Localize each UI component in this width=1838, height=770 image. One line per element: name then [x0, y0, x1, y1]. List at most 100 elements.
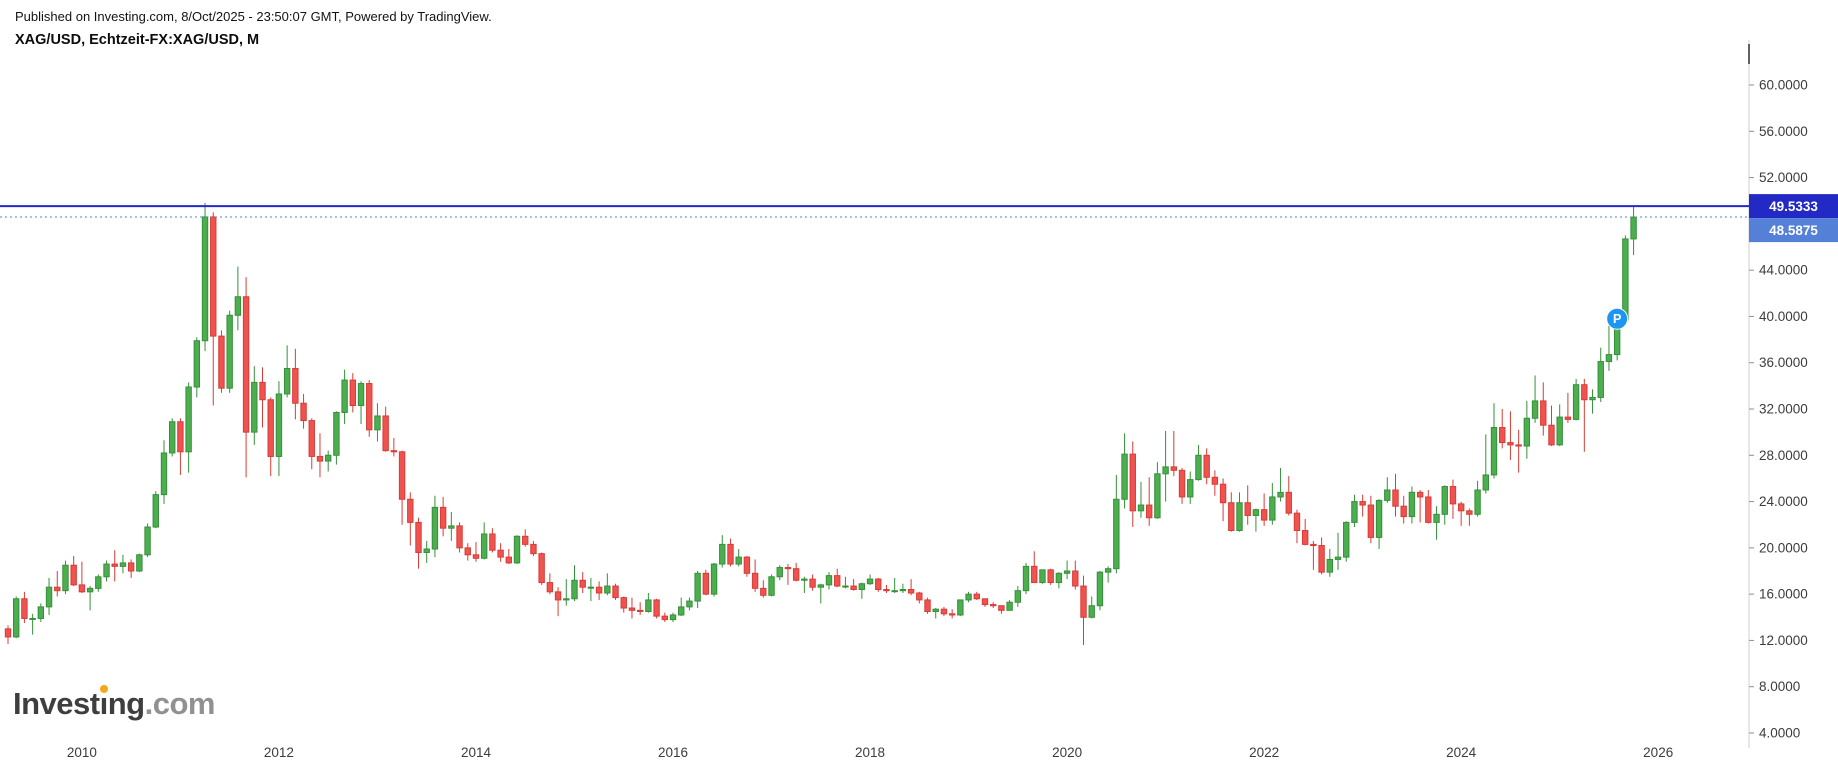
candle[interactable]	[1277, 468, 1284, 502]
candle[interactable]	[628, 597, 636, 619]
candle[interactable]	[694, 570, 701, 609]
candle[interactable]	[423, 540, 430, 563]
candle[interactable]	[1490, 403, 1498, 479]
candle[interactable]	[1104, 566, 1112, 583]
candle[interactable]	[1482, 434, 1489, 494]
candle[interactable]	[981, 598, 989, 607]
candle[interactable]	[456, 522, 463, 553]
candle[interactable]	[160, 440, 168, 504]
candle[interactable]	[136, 553, 143, 573]
candle[interactable]	[1154, 462, 1161, 519]
candle[interactable]	[1507, 411, 1514, 460]
candle[interactable]	[357, 381, 365, 425]
publication-marker[interactable]: P	[1606, 307, 1629, 330]
candle[interactable]	[169, 418, 176, 457]
candle[interactable]	[292, 348, 299, 420]
candle[interactable]	[398, 450, 406, 525]
candle[interactable]	[1244, 485, 1251, 525]
candle[interactable]	[1597, 347, 1604, 403]
candle[interactable]	[571, 565, 578, 602]
candle[interactable]	[1269, 483, 1276, 525]
candle[interactable]	[620, 596, 627, 613]
candle[interactable]	[998, 605, 1005, 614]
candle[interactable]	[1014, 586, 1022, 607]
candle[interactable]	[1145, 477, 1153, 526]
candle[interactable]	[1047, 568, 1054, 585]
candle[interactable]	[1187, 471, 1194, 504]
candle[interactable]	[866, 574, 874, 585]
candle[interactable]	[374, 403, 381, 442]
candle[interactable]	[1006, 599, 1013, 611]
candle[interactable]	[283, 345, 291, 398]
candle[interactable]	[1178, 468, 1186, 504]
time-axis[interactable]: 2010 2012 2014 2016 2018 2020 2022 2024 2026	[67, 745, 1673, 760]
candle[interactable]	[1425, 489, 1432, 524]
candle[interactable]	[21, 591, 28, 624]
candle[interactable]	[1236, 492, 1243, 532]
candle[interactable]	[439, 496, 447, 537]
candle[interactable]	[522, 529, 529, 547]
candle[interactable]	[1441, 485, 1448, 525]
candle[interactable]	[341, 369, 348, 425]
candle[interactable]	[505, 549, 513, 565]
candle[interactable]	[1523, 400, 1531, 459]
candle[interactable]	[54, 570, 61, 597]
candle[interactable]	[990, 602, 997, 609]
candle[interactable]	[1416, 489, 1424, 523]
candle[interactable]	[948, 609, 956, 619]
candle[interactable]	[448, 511, 455, 541]
candle[interactable]	[612, 583, 619, 600]
candle[interactable]	[1113, 474, 1120, 574]
candle[interactable]	[308, 418, 315, 470]
candle[interactable]	[1375, 499, 1383, 550]
candle[interactable]	[653, 598, 660, 619]
candle[interactable]	[1449, 479, 1457, 519]
candle[interactable]	[636, 602, 644, 615]
candle[interactable]	[251, 366, 258, 445]
candle[interactable]	[1548, 405, 1555, 447]
candle[interactable]	[538, 552, 545, 585]
candle[interactable]	[1055, 572, 1063, 589]
candle[interactable]	[686, 597, 693, 611]
candle[interactable]	[210, 212, 217, 406]
candle[interactable]	[407, 492, 414, 546]
candle[interactable]	[727, 538, 734, 567]
candle[interactable]	[4, 625, 12, 644]
candle[interactable]	[1515, 429, 1522, 473]
candle[interactable]	[78, 561, 86, 593]
candle[interactable]	[480, 522, 488, 560]
candle[interactable]	[1129, 441, 1136, 528]
candle[interactable]	[1605, 322, 1613, 371]
candle[interactable]	[201, 203, 209, 352]
candle[interactable]	[678, 597, 685, 617]
candle[interactable]	[275, 381, 283, 477]
candle[interactable]	[349, 373, 357, 413]
candle[interactable]	[37, 603, 45, 622]
candle[interactable]	[957, 599, 964, 617]
candle[interactable]	[267, 397, 274, 477]
candle[interactable]	[95, 574, 102, 592]
candle[interactable]	[234, 266, 242, 331]
candle[interactable]	[932, 608, 939, 619]
candle[interactable]	[1219, 478, 1227, 522]
candle[interactable]	[1466, 508, 1473, 526]
candle[interactable]	[1031, 551, 1038, 584]
candle[interactable]	[776, 565, 783, 581]
candle[interactable]	[1359, 494, 1366, 517]
candle[interactable]	[431, 495, 439, 558]
candle[interactable]	[842, 576, 849, 589]
candles-series[interactable]	[4, 203, 1637, 646]
candle[interactable]	[1564, 392, 1572, 423]
candle[interactable]	[587, 577, 595, 602]
candle[interactable]	[1121, 433, 1128, 509]
candle[interactable]	[366, 380, 373, 437]
candle[interactable]	[792, 562, 800, 582]
candle[interactable]	[1531, 375, 1539, 423]
candle[interactable]	[513, 535, 521, 565]
candle[interactable]	[62, 560, 69, 595]
candle[interactable]	[1211, 470, 1219, 496]
candle[interactable]	[604, 573, 611, 596]
candle[interactable]	[1072, 560, 1079, 590]
candle[interactable]	[464, 543, 471, 561]
